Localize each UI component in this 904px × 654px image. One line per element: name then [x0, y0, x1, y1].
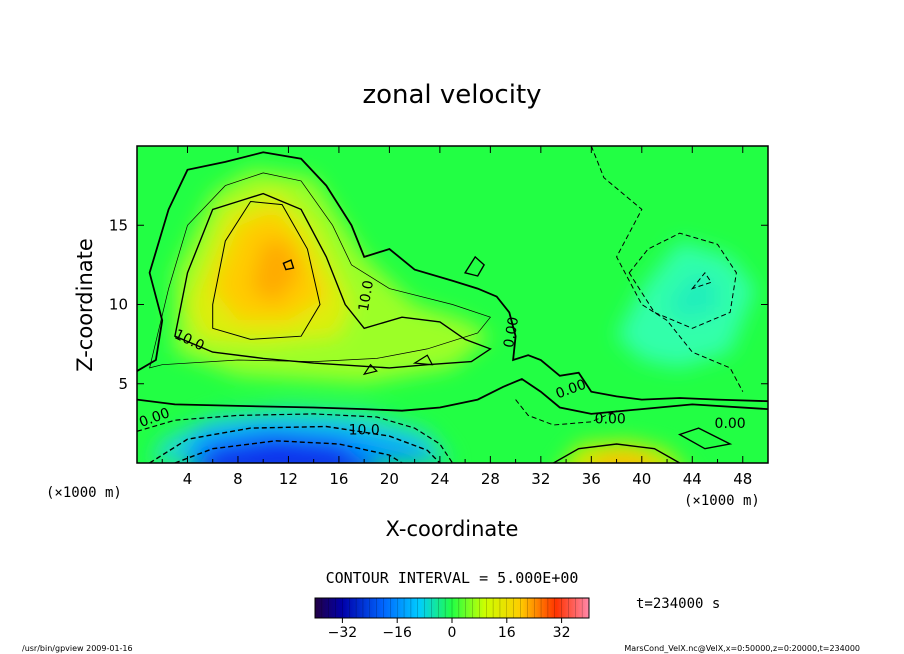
x-tick-label: 16 [329, 470, 348, 488]
colorbar-tick-label: −16 [382, 625, 412, 641]
colorbar-tick-label: 0 [448, 625, 457, 641]
x-tick-label: 20 [380, 470, 399, 488]
contour-neg-right-2 [628, 232, 737, 329]
x-tick-label: 48 [733, 470, 752, 488]
contour-neg-right-1 [590, 146, 744, 392]
contour-surface-patch [553, 443, 681, 463]
contour-small-2 [412, 354, 434, 366]
contour-small-1 [362, 363, 378, 376]
x-unit-label-left: (×1000 m) [46, 485, 122, 501]
y-axis: 5 10 15 [109, 216, 768, 393]
x-tick-label: 4 [183, 470, 193, 488]
x-tick-label: 40 [632, 470, 651, 488]
contour-label: 10.0 [356, 279, 377, 312]
x-tick-label: 12 [279, 470, 298, 488]
contour-neg-ten [149, 425, 441, 463]
positive-core-max [250, 241, 302, 305]
colorbar-tick-label: 32 [553, 625, 571, 641]
contour-max-ring [282, 259, 295, 271]
x-axis-title: X-coordinate [386, 517, 519, 541]
colorbar: −32 −16 0 16 32 [314, 597, 590, 641]
footer-left: /usr/bin/gpview 2009-01-16 [22, 644, 133, 653]
colorbar-tick-label: 16 [498, 625, 516, 641]
contour-neg-right-3 [690, 271, 712, 290]
velocity-field [137, 146, 768, 463]
x-tick-label: 36 [582, 470, 601, 488]
contour-ten-outer [174, 192, 492, 369]
contour-five [149, 172, 491, 369]
contour-island [463, 255, 485, 277]
contour-zero-lower [137, 377, 768, 415]
contour-label: 0.00 [715, 416, 746, 432]
contour-interval-label: CONTOUR INTERVAL = 5.000E+00 [326, 569, 579, 587]
y-tick-label: 5 [118, 375, 128, 393]
x-axis: 4 8 12 16 20 24 28 32 36 40 44 48 [161, 146, 752, 488]
time-label: t=234000 s [636, 596, 720, 612]
contour-neg-five [137, 413, 454, 463]
colorbar-ticks: −32 −16 0 16 32 [314, 598, 590, 641]
colorbar-tick-label: −32 [328, 625, 358, 641]
x-unit-label-right: (×1000 m) [684, 493, 760, 509]
y-tick-label: 10 [109, 296, 128, 314]
contour-label: 10.0 [349, 422, 380, 438]
contour-zero-main [137, 151, 768, 403]
x-tick-label: 44 [683, 470, 702, 488]
contour-right-patch [677, 427, 733, 450]
x-tick-label: 32 [531, 470, 550, 488]
y-tick-label: 15 [109, 216, 128, 234]
y-axis-title: Z-coordinate [73, 238, 97, 372]
surface-patch-core [594, 453, 652, 463]
x-tick-label: 8 [233, 470, 243, 488]
contour-label: 0.00 [595, 411, 626, 427]
x-tick-label: 28 [481, 470, 500, 488]
chart-title: zonal velocity [362, 80, 541, 110]
footer-right: MarsCond_VelX.nc@VelX,x=0:50000,z=0:2000… [624, 644, 860, 653]
contour-neg-fifteen [174, 440, 403, 463]
contour-label: 0.00 [501, 316, 522, 349]
negative-weak-core [667, 272, 718, 321]
contour-fifteen [212, 200, 321, 340]
x-tick-label: 24 [430, 470, 449, 488]
